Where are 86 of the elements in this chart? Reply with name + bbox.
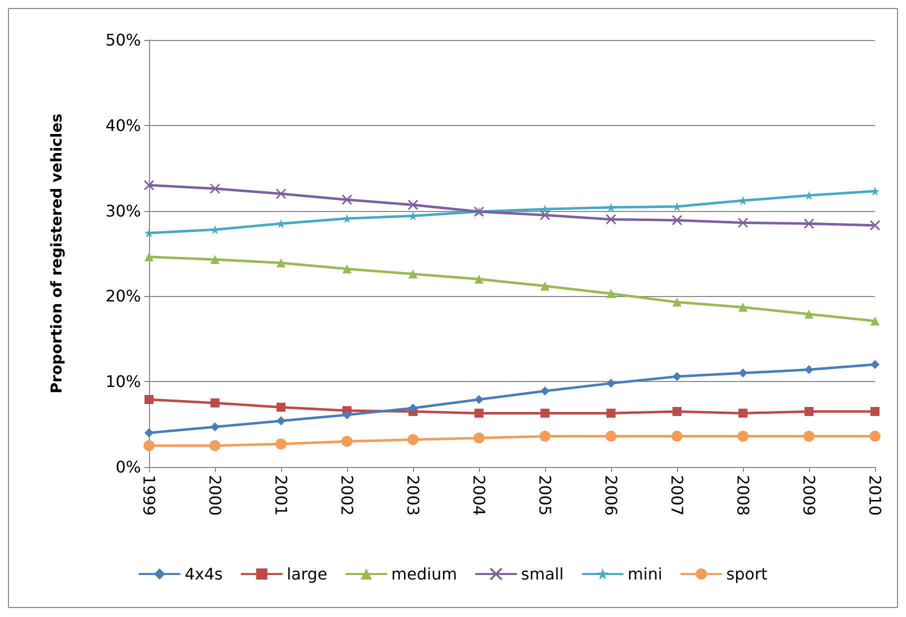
point (144, 440, 154, 452)
point (870, 220, 880, 231)
point (606, 408, 616, 418)
y-tick-label: 50% (105, 30, 141, 50)
point (804, 218, 814, 229)
point (144, 228, 154, 238)
x-tick-label: 2005 (536, 475, 554, 516)
point (342, 264, 352, 274)
point (870, 186, 880, 196)
point (804, 365, 814, 374)
point (408, 404, 418, 413)
y-tick-label: 30% (105, 201, 141, 220)
point (144, 252, 154, 262)
point (474, 395, 484, 404)
point (672, 406, 682, 416)
point (474, 274, 484, 284)
point (540, 408, 550, 418)
point (276, 258, 286, 268)
point (672, 298, 682, 307)
legend-label: 4x4s (184, 564, 223, 584)
y-axis-title: Proportion of registered vehicles (48, 114, 66, 394)
point (606, 289, 616, 298)
legend-label: small (521, 564, 564, 584)
point (540, 430, 550, 442)
point (672, 372, 682, 381)
x-tick-label: 1999 (140, 475, 158, 516)
point (342, 214, 352, 223)
point (474, 432, 484, 444)
point (210, 398, 220, 408)
point (210, 254, 220, 264)
point (342, 436, 352, 447)
point (870, 406, 880, 416)
point (606, 202, 616, 212)
x-tick-label: 2009 (800, 475, 818, 516)
point (606, 430, 616, 442)
x-tick-label: 2004 (470, 475, 488, 516)
point (804, 430, 814, 442)
legend-label: mini (628, 564, 662, 584)
point (606, 214, 616, 225)
x-tick-label: 2003 (404, 475, 422, 516)
point (276, 188, 286, 199)
point (210, 422, 220, 432)
point (540, 210, 550, 220)
point (738, 430, 748, 442)
point (342, 410, 352, 420)
x-tick-label: 2002 (338, 475, 356, 516)
point (408, 434, 418, 446)
point (144, 428, 154, 438)
point (540, 386, 550, 396)
point (672, 430, 682, 442)
point (738, 408, 748, 418)
point (210, 440, 220, 452)
point (474, 408, 484, 418)
point (738, 368, 748, 378)
point (870, 360, 880, 370)
y-tick-label: 0% (116, 458, 141, 476)
legend-label: large (286, 564, 328, 584)
point (144, 180, 154, 190)
point (408, 269, 418, 278)
point (144, 395, 154, 404)
point (276, 416, 286, 426)
x-tick-label: 2007 (668, 475, 686, 516)
point (606, 378, 616, 388)
point (804, 310, 814, 319)
point (408, 200, 418, 210)
x-tick-label: 2000 (206, 475, 224, 516)
y-tick-label: 10% (105, 372, 141, 392)
point (870, 430, 880, 442)
y-tick-label: 20% (105, 286, 141, 306)
point (276, 438, 286, 450)
x-tick-label: 2001 (272, 475, 290, 516)
point (738, 218, 748, 228)
point (276, 402, 286, 412)
y-tick-label: 40% (105, 116, 141, 135)
point (738, 302, 748, 312)
x-tick-label: 2010 (866, 475, 884, 516)
x-tick-label: 2006 (602, 475, 620, 516)
point (804, 406, 814, 416)
point (210, 183, 220, 194)
point (870, 316, 880, 326)
point (672, 214, 682, 226)
legend-label: sport (726, 564, 768, 584)
point (540, 281, 550, 290)
legend-label: medium (391, 564, 458, 584)
point (342, 194, 352, 205)
x-tick-label: 2008 (734, 475, 752, 516)
